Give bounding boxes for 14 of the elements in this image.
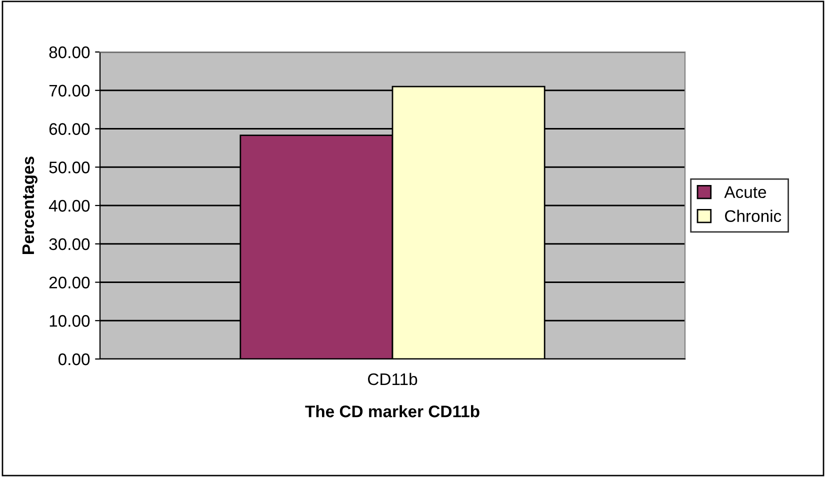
y-tick-label: 80.00 [49, 46, 90, 58]
x-tick-label: CD11b [368, 372, 418, 386]
y-tick-label: 0.00 [58, 353, 90, 366]
y-axis-title: Percentages [22, 156, 38, 254]
y-tick-label: 50.00 [49, 162, 90, 174]
y-tick-label: 40.00 [48, 200, 90, 212]
x-axis-title: The CD marker CD11b [305, 405, 480, 418]
y-tick-label: 70.00 [49, 84, 90, 97]
y-tick-label: 30.00 [49, 238, 90, 250]
legend-label: Chronic [725, 210, 782, 222]
y-tick-label: 20.00 [49, 276, 90, 288]
y-tick-label: 60.00 [49, 123, 90, 135]
legend-label: Acute [724, 186, 766, 198]
y-tick-label: 10.00 [50, 315, 90, 327]
